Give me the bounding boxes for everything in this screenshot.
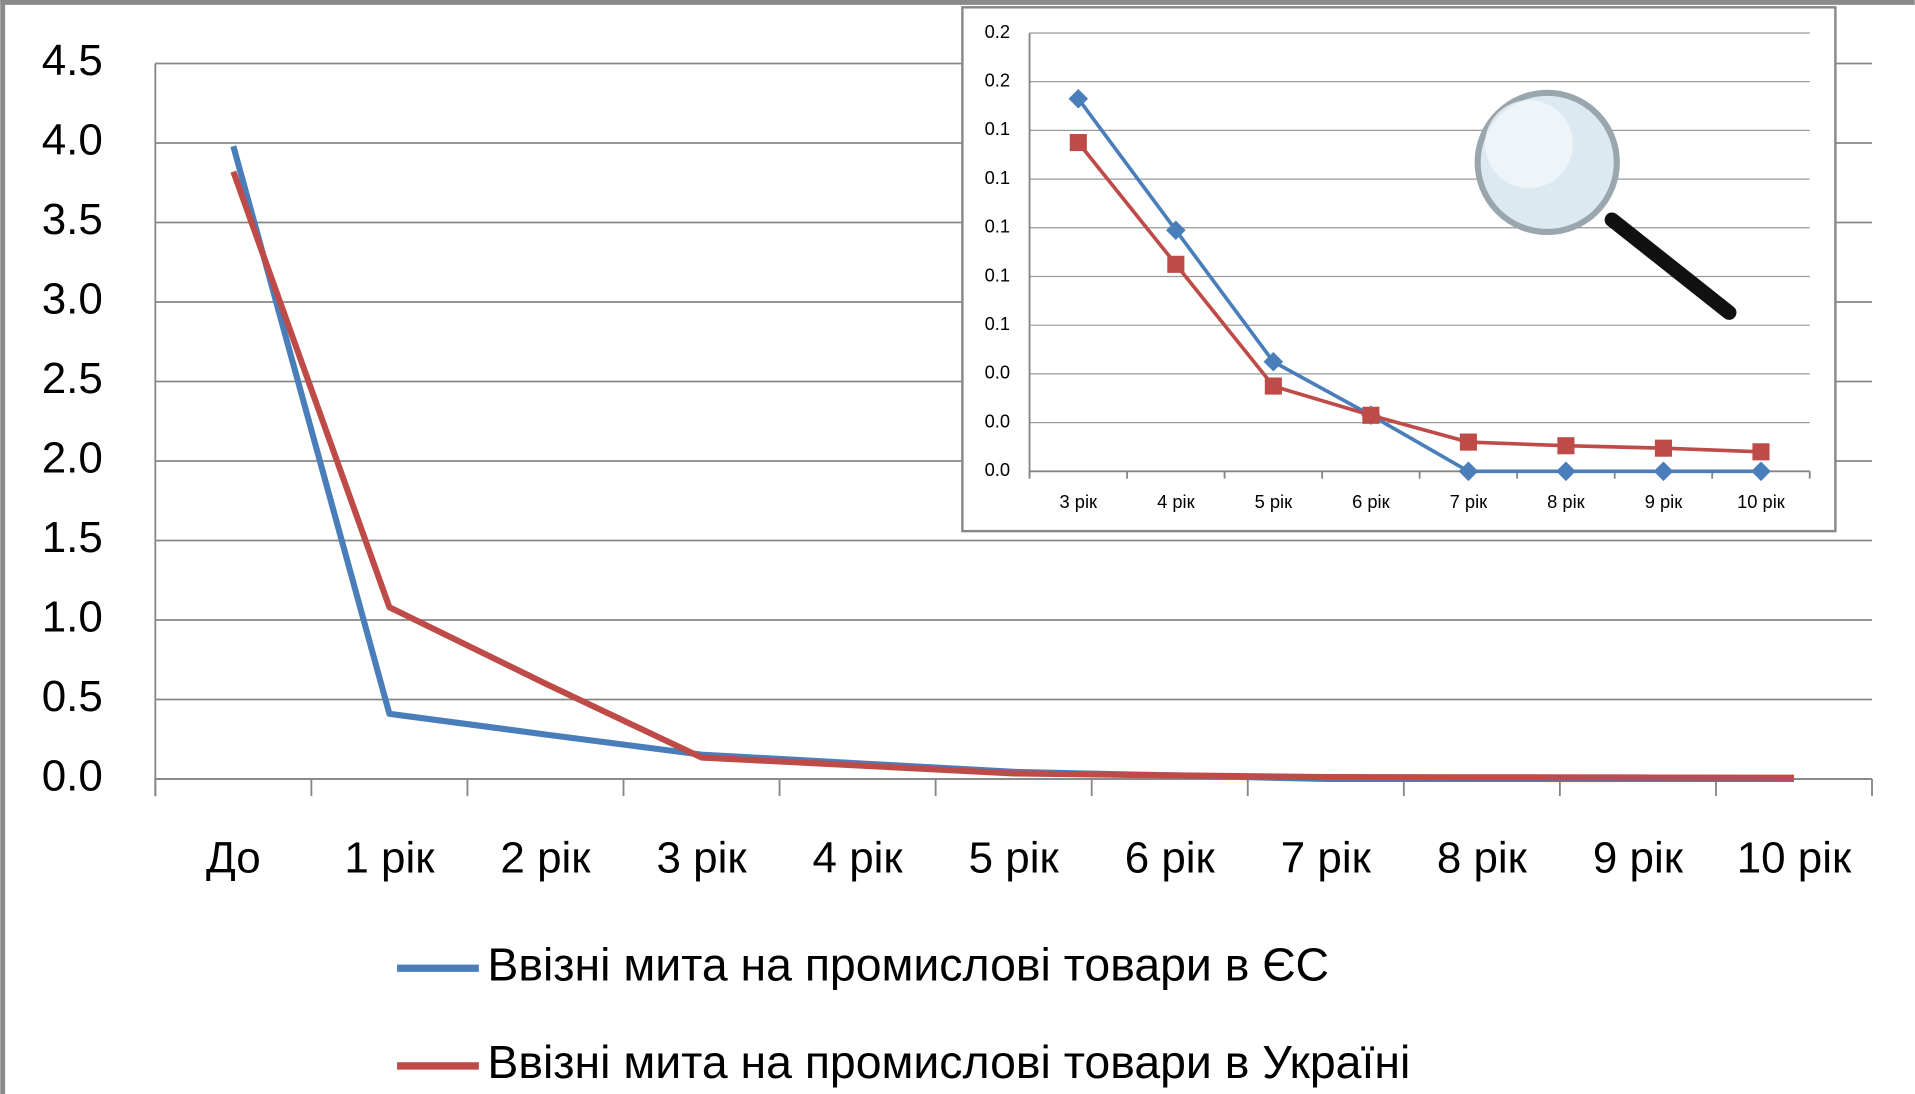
series-line — [1076, 97, 1761, 474]
x-tick-label: 7 рік — [1450, 491, 1489, 512]
series-line — [1076, 141, 1762, 454]
marker — [1557, 437, 1575, 455]
y-tick-label: 0.1 — [985, 118, 1010, 139]
marker — [1458, 461, 1479, 482]
x-tick-label: 3 рік — [1060, 491, 1099, 512]
legend-label: Ввізні мита на промислові товари в Украї… — [487, 1036, 1410, 1088]
y-tick-label: 0.1 — [985, 264, 1010, 285]
x-tick-label: До — [206, 833, 261, 882]
y-tick-label: 1.0 — [42, 593, 103, 642]
series-line — [230, 170, 1794, 781]
marker — [1556, 461, 1576, 482]
y-tick-label: 0.0 — [985, 410, 1010, 431]
inset-frame — [961, 6, 1837, 533]
y-tick-label: 0.0 — [985, 459, 1010, 480]
x-tick-label: 8 рік — [1437, 833, 1528, 882]
x-tick-label: 6 рік — [1125, 833, 1216, 882]
marker — [1167, 255, 1185, 273]
marker — [1264, 377, 1282, 395]
y-tick-label: 1.5 — [42, 513, 103, 562]
x-tick-label: 5 рік — [1255, 491, 1294, 512]
marker — [1751, 461, 1771, 482]
marker — [1362, 406, 1380, 424]
icon-lens-shine — [1484, 100, 1573, 189]
marker — [1752, 443, 1770, 461]
y-tick-label: 4.5 — [42, 36, 103, 85]
y-tick-label: 0.5 — [42, 672, 103, 721]
inset-chart: 0.0 0.0 0.0 0.1 0.1 0.1 0.1 0.1 0.2 0.2 3 рік 4 рік… — [961, 6, 1837, 533]
y-tick-label: 4.0 — [42, 116, 103, 165]
legend-label: Ввізні мита на промислові товари в ЄС — [487, 938, 1329, 990]
x-tick-label: 9 рік — [1593, 833, 1684, 882]
y-tick-label: 0.1 — [985, 167, 1010, 188]
x-tick-label: 7 рік — [1281, 833, 1372, 882]
marker — [1459, 433, 1477, 451]
x-tick-label: 9 рік — [1645, 491, 1684, 512]
x-tick-label: 4 рік — [813, 833, 904, 882]
x-tick-label: 10 рік — [1737, 491, 1786, 512]
y-tick-label: 3.5 — [42, 195, 103, 244]
y-tick-label: 0.2 — [985, 70, 1010, 91]
marker — [1654, 439, 1673, 457]
marker — [1069, 134, 1087, 152]
y-tick-label: 0.0 — [42, 752, 103, 801]
icon-handle — [1604, 212, 1737, 320]
x-tick-label: 1 рік — [344, 833, 435, 882]
x-tick-label: 2 рік — [500, 833, 591, 882]
x-tick-label: 8 рік — [1547, 491, 1586, 512]
y-tick-label: 3.0 — [42, 275, 103, 324]
y-tick-label: 2.5 — [42, 354, 103, 403]
marker — [1068, 88, 1089, 109]
x-tick-label: 10 рік — [1737, 833, 1852, 882]
marker — [1166, 220, 1186, 240]
y-tick-label: 0.0 — [985, 362, 1010, 383]
x-tick-label: 6 рік — [1352, 491, 1391, 512]
marker — [1653, 461, 1674, 482]
x-tick-label: 5 рік — [969, 833, 1060, 882]
y-tick-label: 0.1 — [985, 313, 1010, 334]
x-tick-label: 3 рік — [656, 833, 747, 882]
y-tick-label: 2.0 — [42, 434, 103, 483]
y-tick-label: 0.1 — [985, 216, 1010, 237]
y-tick-label: 0.2 — [985, 21, 1010, 42]
marker — [1263, 351, 1284, 372]
x-tick-label: 4 рік — [1157, 491, 1196, 512]
